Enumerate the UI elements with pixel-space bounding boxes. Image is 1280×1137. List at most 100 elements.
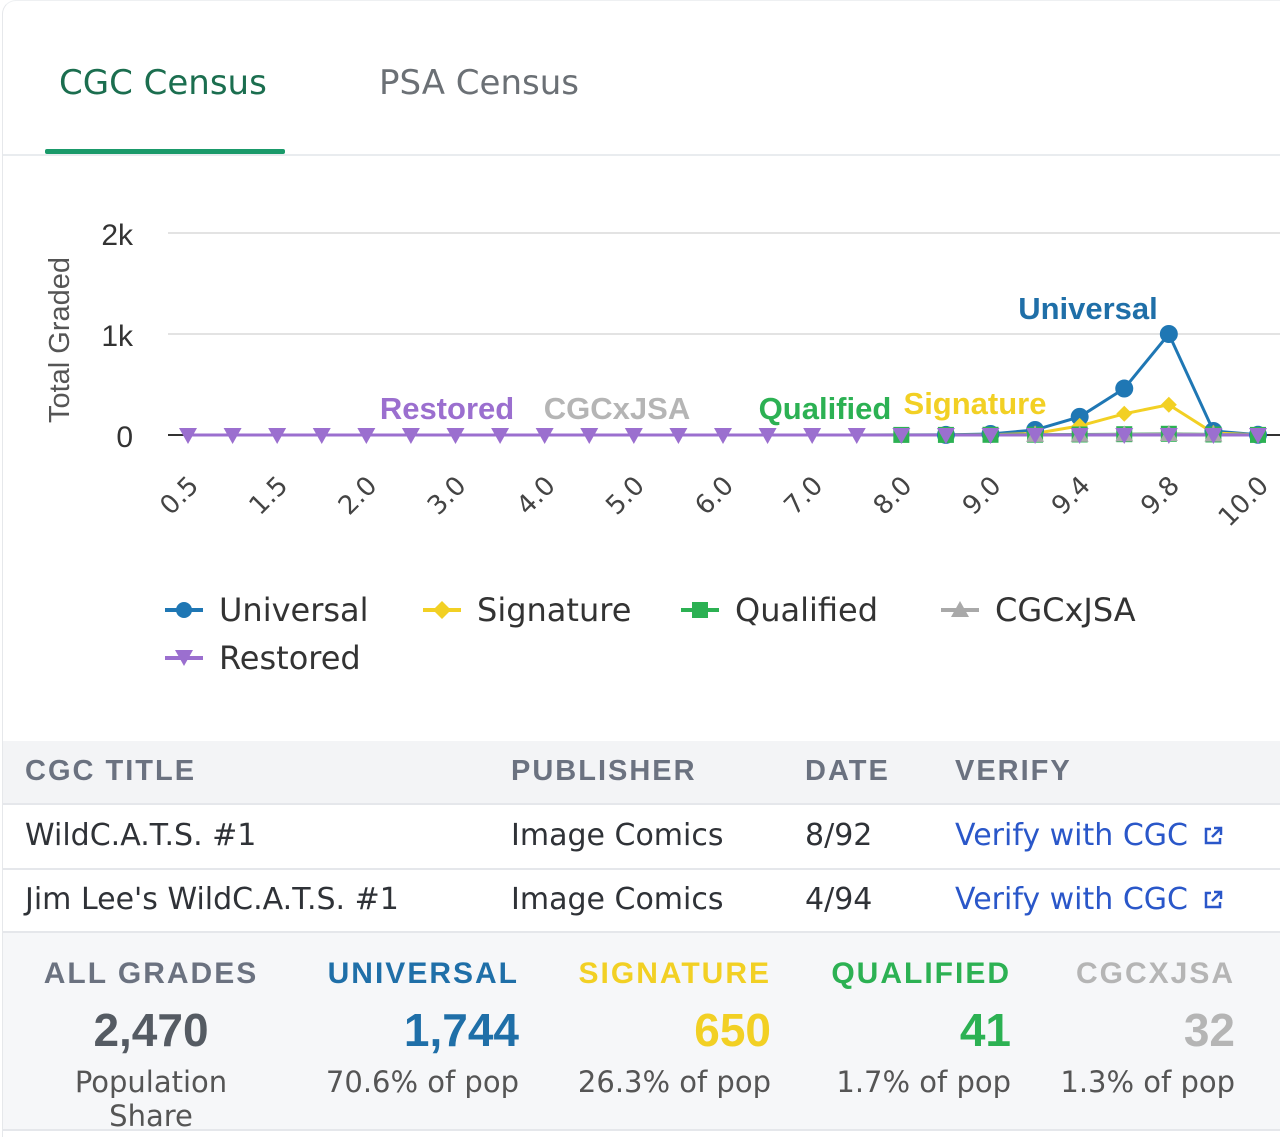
data-point	[624, 428, 643, 444]
x-tick-label: 10.0	[1213, 471, 1275, 533]
row-date: 8/92	[805, 818, 873, 853]
stat-sub: 1.3% of pop	[1060, 1065, 1235, 1099]
data-point	[491, 428, 510, 444]
tab-cgc-census[interactable]: CGC Census	[59, 63, 267, 103]
verify-with-cgc-link[interactable]: Verify with CGC	[955, 882, 1224, 917]
y-tick-label: 0	[116, 421, 133, 454]
y-tick-label: 1k	[101, 320, 134, 353]
legend-label: Universal	[219, 591, 369, 629]
tab-psa-census[interactable]: PSA Census	[379, 63, 579, 103]
data-point	[1249, 428, 1267, 444]
legend-label: Signature	[477, 591, 632, 629]
x-tick-label: 0.5	[154, 471, 204, 521]
series-annotation: Restored	[380, 391, 514, 426]
x-tick-label: 1.5	[244, 471, 294, 521]
legend-item-universal[interactable]: Universal	[163, 591, 369, 629]
verify-with-cgc-link[interactable]: Verify with CGC	[955, 818, 1224, 853]
grade-stats-bar: ALL GRADES 2,470 Population Share UNIVER…	[3, 931, 1280, 1133]
data-point	[714, 428, 732, 444]
data-point	[1026, 428, 1045, 444]
verify-link-row: Verify with CGC	[955, 882, 1224, 917]
stat-universal: UNIVERSAL 1,744 70.6% of pop	[303, 957, 519, 1099]
stat-value: 1,744	[403, 1004, 519, 1056]
restored-marker-icon	[165, 650, 203, 666]
data-point	[1115, 428, 1134, 444]
stat-sub: 26.3% of pop	[577, 1065, 771, 1099]
data-point	[1159, 428, 1178, 444]
x-tick-label: 8.0	[868, 471, 918, 521]
data-point	[446, 428, 465, 444]
signature-marker-icon	[423, 601, 461, 619]
x-tick-label: 6.0	[689, 471, 739, 521]
data-point	[847, 428, 866, 444]
stat-value: 2,470	[93, 1004, 209, 1056]
column-header-date: DATE	[805, 755, 890, 787]
data-point	[401, 428, 420, 444]
data-point	[669, 428, 688, 444]
verify-link-label: Verify with CGC	[955, 818, 1188, 853]
legend-label: Qualified	[735, 591, 879, 629]
data-point	[803, 428, 822, 444]
stat-value: 650	[694, 1004, 771, 1056]
data-point	[981, 428, 1000, 444]
legend-label: CGCxJSA	[995, 591, 1136, 629]
census-chart: 0 1k 2k Total Graded 0.5 1.5 2.0 3.0 4.0 5.0 6.0 7.…	[44, 219, 1280, 533]
row-title: Jim Lee's WildC.A.T.S. #1	[25, 882, 399, 917]
stat-cgcxjsa: CGCXJSA 32 1.3% of pop	[1053, 957, 1235, 1099]
stat-signature: SIGNATURE 650 26.3% of pop	[563, 957, 771, 1099]
data-point	[312, 428, 331, 444]
table-row: Jim Lee's WildC.A.T.S. #1 Image Comics 4…	[3, 868, 1280, 934]
series-annotation: Signature	[904, 386, 1047, 421]
x-tick-label: 9.4	[1046, 471, 1096, 521]
stat-value: 41	[959, 1004, 1011, 1056]
x-tick-label: 3.0	[422, 471, 472, 521]
column-header-verify: VERIFY	[955, 755, 1072, 787]
stat-sub: 70.6% of pop	[325, 1065, 519, 1099]
legend-item-qualified[interactable]: Qualified	[679, 591, 878, 629]
data-point	[1116, 405, 1133, 422]
x-tick-label: 5.0	[600, 471, 650, 521]
data-point	[268, 428, 287, 444]
x-tick-label: 9.0	[957, 471, 1007, 521]
data-point	[535, 428, 554, 444]
data-point	[1160, 396, 1177, 413]
data-point	[1159, 325, 1178, 343]
data-point	[223, 428, 242, 444]
row-publisher: Image Comics	[511, 882, 724, 917]
stat-label: QUALIFIED	[831, 957, 1011, 990]
data-point	[936, 428, 955, 444]
data-point	[580, 428, 599, 444]
data-point	[1204, 428, 1223, 444]
legend-item-restored[interactable]: Restored	[163, 639, 361, 677]
stat-all-grades: ALL GRADES 2,470 Population Share	[33, 957, 269, 1133]
legend-item-cgcxjsa[interactable]: CGCxJSA	[939, 591, 1136, 629]
census-tabs: CGC Census PSA Census	[3, 1, 1280, 156]
series-annotation: Universal	[1018, 291, 1158, 326]
census-table-header: CGC TITLE PUBLISHER DATE VERIFY	[3, 741, 1280, 805]
stat-sub: 1.7% of pop	[836, 1065, 1011, 1099]
data-point	[1115, 379, 1134, 398]
qualified-marker-icon	[681, 602, 719, 618]
stat-label: ALL GRADES	[43, 957, 259, 990]
stat-qualified: QUALIFIED 41 1.7% of pop	[815, 957, 1011, 1099]
external-link-icon	[1204, 826, 1223, 844]
stat-sub: Population Share	[74, 1065, 228, 1133]
verify-link-row: Verify with CGC	[955, 818, 1224, 853]
data-point	[179, 428, 197, 444]
stat-label: SIGNATURE	[578, 957, 771, 990]
verify-link-label: Verify with CGC	[955, 882, 1188, 917]
y-axis-label: Total Graded	[44, 257, 76, 423]
row-title: WildC.A.T.S. #1	[25, 818, 257, 853]
external-link-icon	[1204, 890, 1223, 908]
cgcxjsa-marker-icon	[941, 601, 979, 617]
x-tick-label: 9.8	[1135, 471, 1185, 521]
stat-label: UNIVERSAL	[327, 957, 519, 990]
stat-value: 32	[1183, 1004, 1235, 1056]
x-tick-label: 4.0	[511, 471, 561, 521]
legend-item-signature[interactable]: Signature	[421, 591, 631, 629]
data-point	[1070, 407, 1089, 426]
data-point	[892, 428, 911, 444]
stat-label: CGCXJSA	[1075, 957, 1235, 990]
table-row: WildC.A.T.S. #1 Image Comics 8/92 Verify…	[3, 804, 1280, 870]
